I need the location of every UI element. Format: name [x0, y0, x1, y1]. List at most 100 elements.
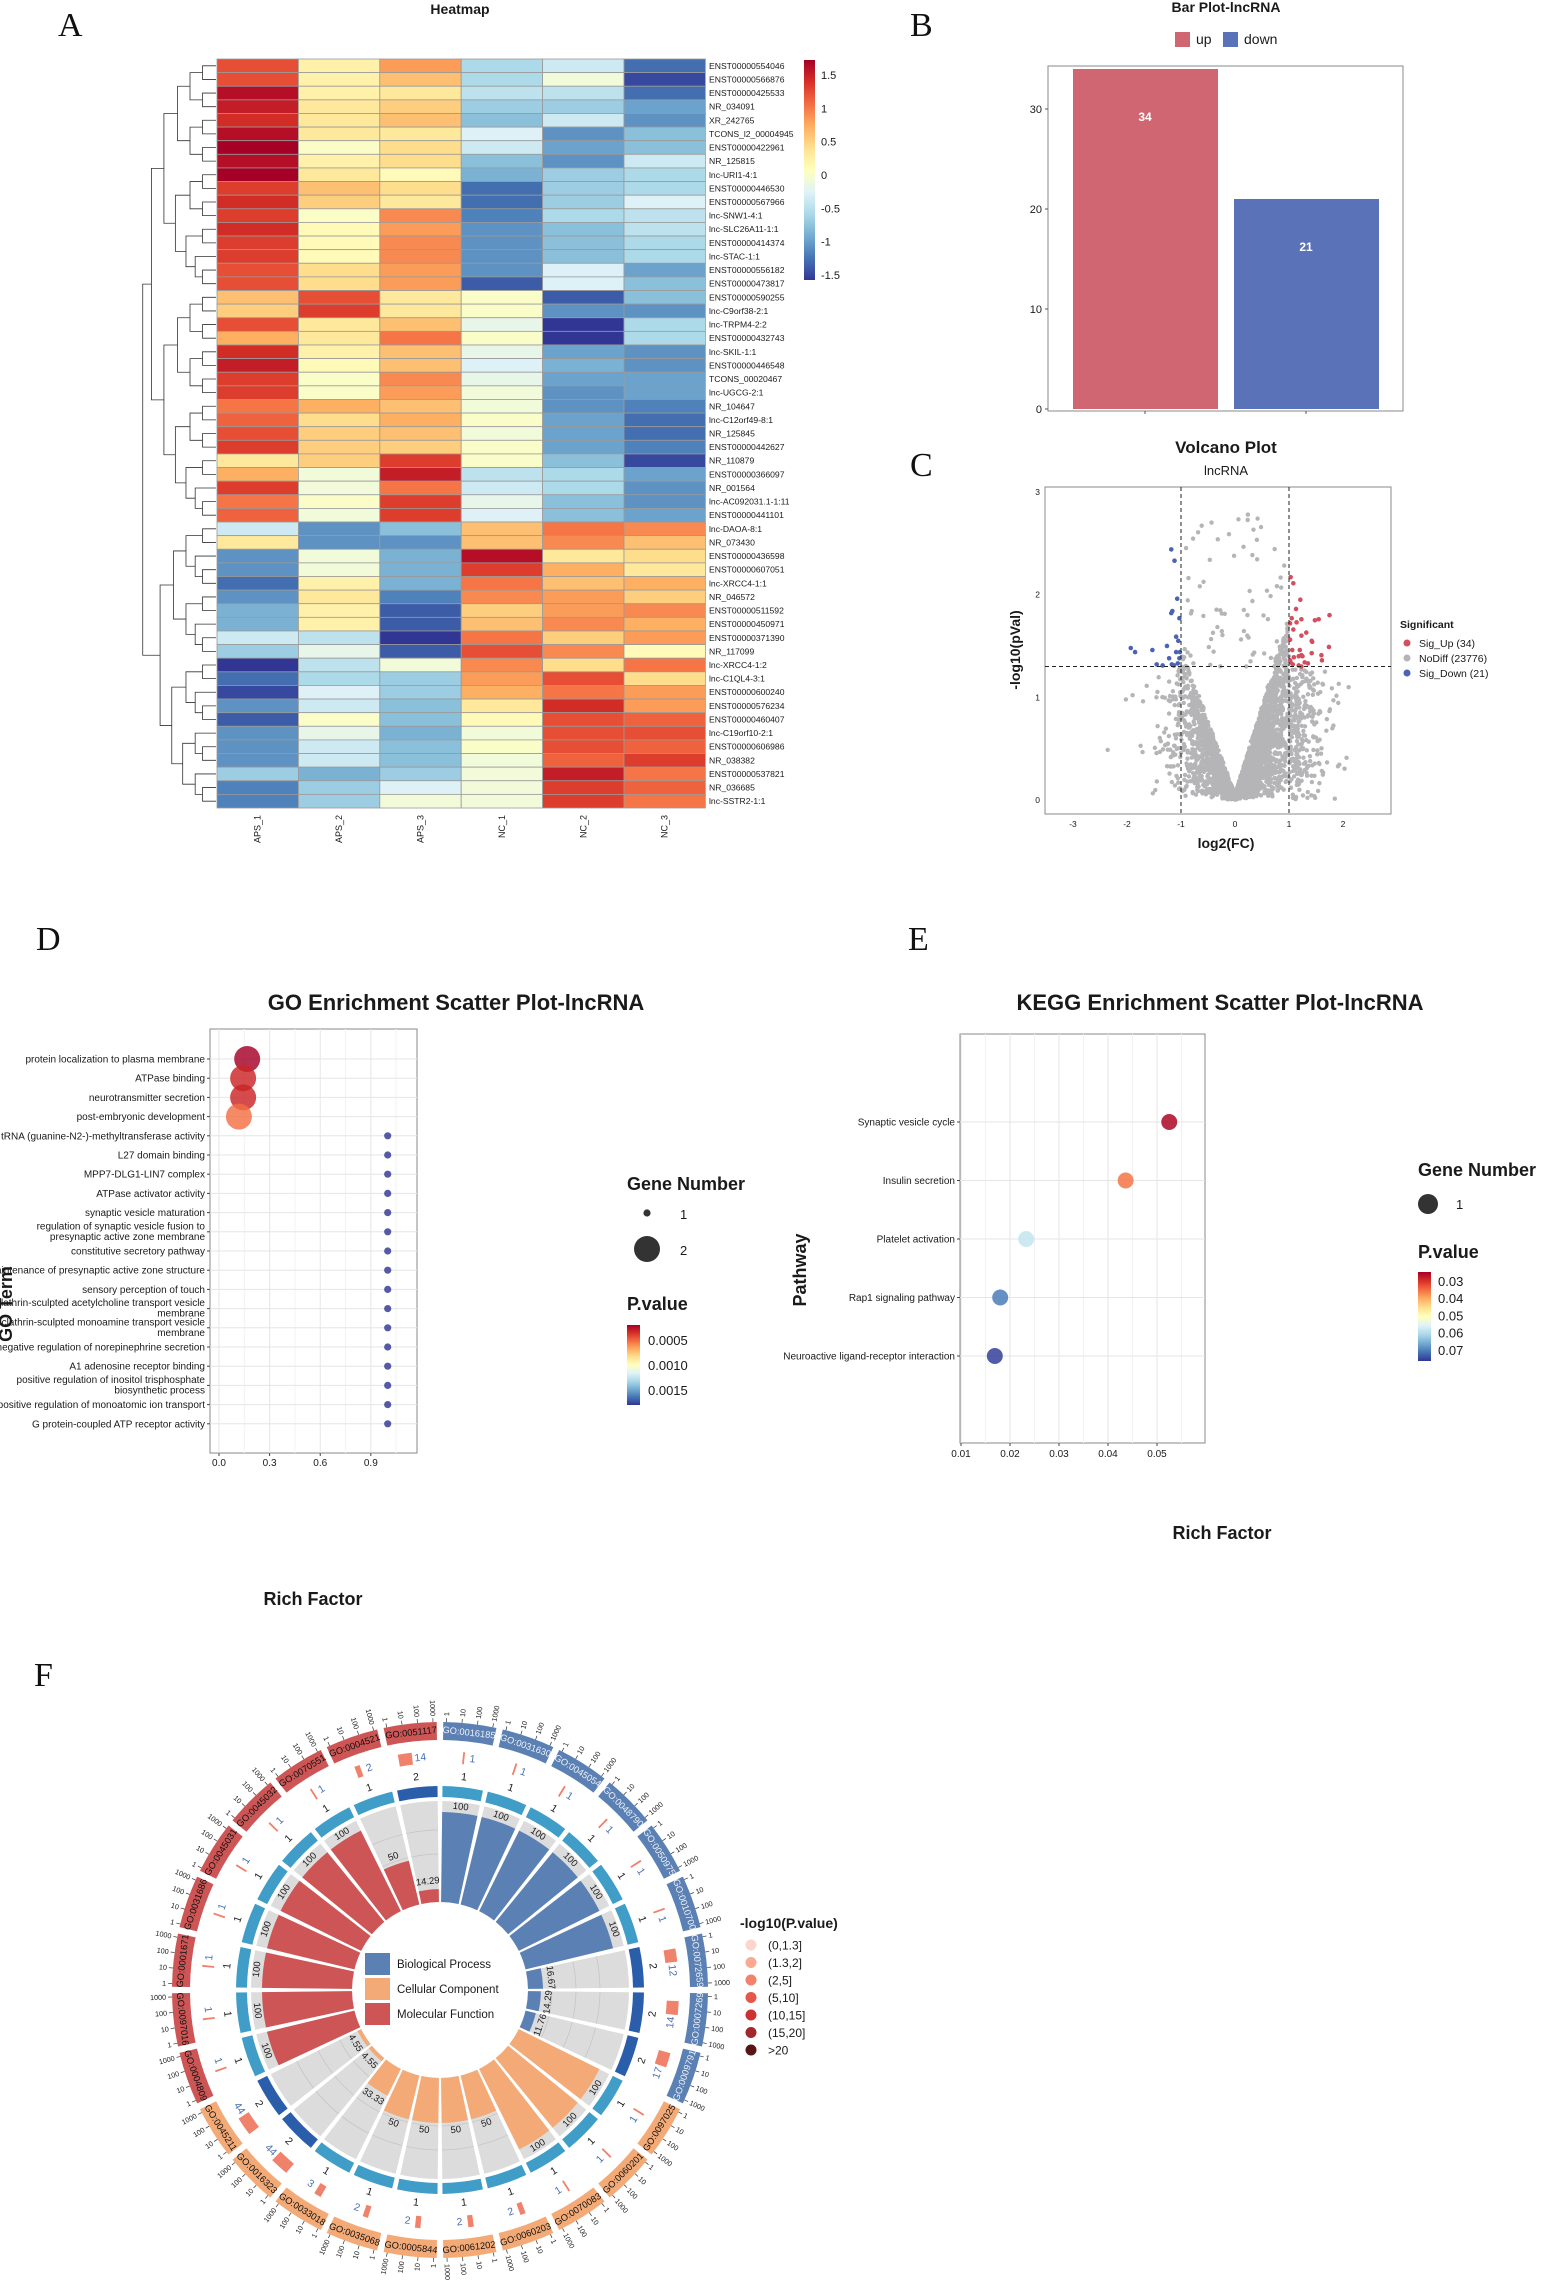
volcano-point — [1218, 608, 1223, 613]
volcano-point — [1167, 771, 1172, 776]
circos-tick — [301, 1755, 305, 1760]
volcano-sig-down-point — [1177, 649, 1183, 655]
heatmap-cell — [297, 467, 381, 482]
circos-bg-count-bar — [213, 1912, 226, 1919]
kegg-color-legend-tick: 0.03 — [1438, 1274, 1463, 1289]
circos-tick — [601, 2203, 605, 2207]
dendrogram-branch — [202, 664, 216, 680]
volcano-point — [1207, 744, 1213, 749]
volcano-point — [1270, 720, 1275, 726]
volcano-point — [1185, 695, 1191, 700]
heatmap-cell — [379, 603, 462, 618]
volcano-point — [1293, 794, 1299, 800]
heatmap-cell — [460, 99, 544, 114]
circos-tick — [695, 2070, 700, 2073]
circos-bg-count: 2 — [352, 2201, 362, 2214]
dendrogram-branch — [189, 181, 203, 210]
volcano-point — [1294, 675, 1300, 681]
volcano-point — [1155, 723, 1160, 729]
circos-id-band — [637, 1825, 681, 1879]
heatmap-row-label: lnc-C1QL4-3:1 — [709, 674, 765, 684]
circos-tick — [588, 1763, 592, 1768]
heatmap-cell — [542, 793, 625, 809]
circos-tick-label: 1 — [309, 2232, 319, 2240]
circos-tick-label: 100 — [229, 2175, 244, 2190]
circos-grid-arc — [416, 1877, 439, 1881]
circos-tick — [327, 1742, 330, 1746]
volcano-point — [1223, 792, 1228, 798]
circos-tick — [385, 1723, 388, 1728]
volcano-point — [1176, 682, 1181, 687]
heatmap-cell — [623, 249, 706, 264]
volcano-point — [1184, 732, 1190, 738]
volcano-point — [1297, 748, 1302, 753]
heatmap-row-label: ENST00000422961 — [709, 143, 785, 153]
dendrogram-branch — [182, 742, 196, 785]
volcano-point — [1288, 785, 1294, 791]
volcano-point — [1336, 681, 1341, 687]
volcano-point — [1258, 716, 1264, 722]
heatmap-row-label: lnc-SSTR2-1:1 — [709, 796, 766, 806]
volcano-point — [1211, 758, 1216, 763]
heatmap-row-label: lnc-SKIL-1:1 — [709, 347, 757, 357]
circos-tick-label: 1000 — [428, 1700, 437, 1716]
heatmap-cell — [216, 140, 299, 155]
heatmap-cell — [623, 358, 706, 373]
volcano-point — [1175, 776, 1181, 781]
volcano-point — [1210, 630, 1216, 635]
volcano-point — [1244, 791, 1250, 796]
bar-ytick-label: 20 — [1030, 204, 1042, 216]
volcano-point — [1188, 766, 1194, 771]
volcano-point — [1265, 706, 1270, 711]
volcano-sig-up-point — [1303, 630, 1309, 635]
circos-bg-count-bar — [562, 2180, 571, 2192]
heatmap-cell — [623, 793, 706, 809]
heatmap-cell — [460, 194, 544, 210]
volcano-point — [1286, 774, 1291, 779]
heatmap-cell — [542, 399, 625, 414]
volcano-sig-up-point — [1309, 650, 1314, 656]
panel-label-f: F — [34, 1657, 53, 1694]
volcano-point — [1270, 794, 1275, 799]
heatmap-cell — [460, 521, 544, 537]
heatmap-cell — [297, 371, 381, 387]
volcano-sig-down-point — [1164, 643, 1170, 649]
kegg-color-legend-title: P.value — [1418, 1242, 1479, 1262]
volcano-point — [1243, 664, 1249, 669]
circos-grid-arc — [353, 2060, 370, 2077]
dendrogram-branch — [194, 487, 216, 509]
volcano-point — [1260, 725, 1265, 731]
circos-tick-label: 1000 — [317, 2238, 332, 2256]
circos-tick — [275, 1773, 279, 1777]
heatmap-cell — [379, 208, 462, 223]
volcano-point — [1302, 733, 1308, 738]
heatmap-cell — [542, 644, 625, 659]
circos-tick-label: 100 — [519, 2250, 531, 2264]
volcano-point — [1291, 774, 1297, 779]
volcano-point — [1309, 773, 1314, 778]
volcano-point — [1272, 751, 1277, 756]
circos-id-band — [498, 2216, 554, 2251]
circos-tick — [699, 2055, 704, 2058]
volcano-point — [1216, 789, 1221, 795]
volcano-point — [1239, 786, 1244, 791]
circos-pvalue-legend-dot — [745, 2044, 757, 2056]
circos-tick — [612, 2194, 616, 2199]
volcano-point — [1315, 752, 1320, 757]
volcano-point — [1300, 793, 1306, 798]
heatmap-cell — [216, 644, 299, 659]
circos-tick — [670, 2125, 675, 2129]
heatmap-cell — [379, 194, 462, 210]
circos-bg-count: 1 — [211, 2056, 224, 2066]
volcano-point — [1265, 737, 1271, 742]
volcano-point — [1221, 783, 1227, 789]
circos-pct-label: 50 — [418, 2124, 430, 2136]
circos-tick-label: 1000 — [250, 1765, 267, 1783]
volcano-point — [1299, 723, 1304, 729]
dendrogram-branch — [142, 283, 161, 656]
heatmap-cell — [297, 426, 381, 441]
volcano-point — [1300, 712, 1305, 717]
kegg-xtick-label: 0.05 — [1147, 1449, 1167, 1460]
volcano-point — [1268, 696, 1273, 701]
